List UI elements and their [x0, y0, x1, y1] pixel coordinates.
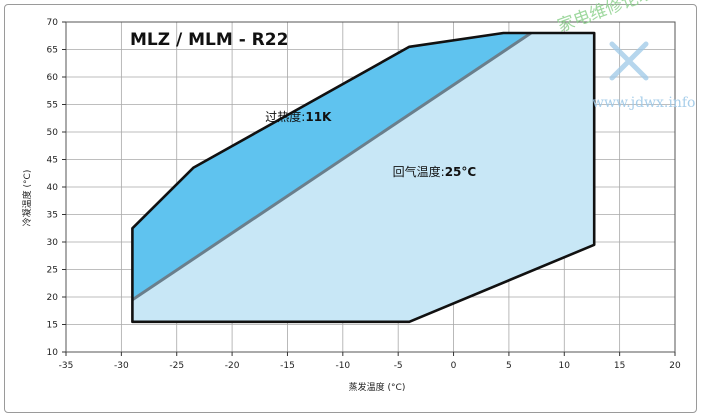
- x-axis-ticks: -35 -30 -25 -20 -15 -10 -5 0 5 10 15 20: [59, 352, 681, 371]
- x-tick-label: -30: [114, 361, 129, 371]
- annotation-return-gas-label: 回气温度:: [393, 164, 445, 179]
- y-axis-label: 冷凝温度 (°C): [21, 170, 33, 227]
- annotation-superheat-value: 11K: [305, 110, 332, 124]
- annotation-superheat-label: 过热度:: [265, 109, 305, 124]
- x-tick-label: -5: [394, 361, 403, 371]
- y-tick-label: 20: [47, 293, 59, 303]
- watermark-tools-icon: [609, 41, 649, 81]
- y-tick-label: 15: [47, 321, 58, 331]
- envelope-outline: [131, 31, 596, 324]
- y-tick-label: 10: [47, 348, 59, 358]
- annotation-superheat: 过热度:11K: [265, 109, 332, 124]
- annotation-return-gas-value: 25°C: [445, 165, 477, 179]
- x-tick-label: 20: [669, 361, 681, 371]
- watermark-text: 家电维修论坛: [555, 0, 658, 37]
- x-tick-label: -10: [335, 361, 350, 371]
- x-tick-label: 0: [451, 361, 457, 371]
- annotation-return-gas: 回气温度:25°C: [393, 164, 477, 179]
- y-tick-label: 70: [47, 18, 59, 28]
- envelope-total-area: [132, 33, 595, 322]
- chart-title: MLZ / MLM - R22: [130, 30, 288, 50]
- y-tick-label: 55: [47, 101, 58, 111]
- y-tick-label: 25: [47, 266, 58, 276]
- y-tick-label: 40: [47, 183, 59, 193]
- y-tick-label: 30: [47, 238, 59, 248]
- y-tick-label: 60: [47, 73, 59, 83]
- x-tick-label: -15: [280, 361, 295, 371]
- limit-line: [131, 31, 532, 301]
- x-tick-label: -25: [169, 361, 184, 371]
- watermark-url: www.jdwx.info: [592, 95, 695, 111]
- x-tick-label: 5: [506, 361, 512, 371]
- x-tick-label: -35: [59, 361, 74, 371]
- x-axis-label: 蒸发温度 (°C): [349, 381, 406, 393]
- x-tick-label: -20: [225, 361, 240, 371]
- x-tick-label: 15: [614, 361, 625, 371]
- y-tick-label: 45: [47, 156, 58, 166]
- y-tick-label: 35: [47, 211, 58, 221]
- y-axis-ticks: 10 15 20 25 30 35 40 45 50 55 60 65 70: [47, 18, 66, 358]
- y-tick-label: 65: [47, 46, 58, 56]
- x-tick-label: 10: [559, 361, 571, 371]
- chart-frame: [4, 4, 697, 413]
- y-tick-label: 50: [47, 128, 59, 138]
